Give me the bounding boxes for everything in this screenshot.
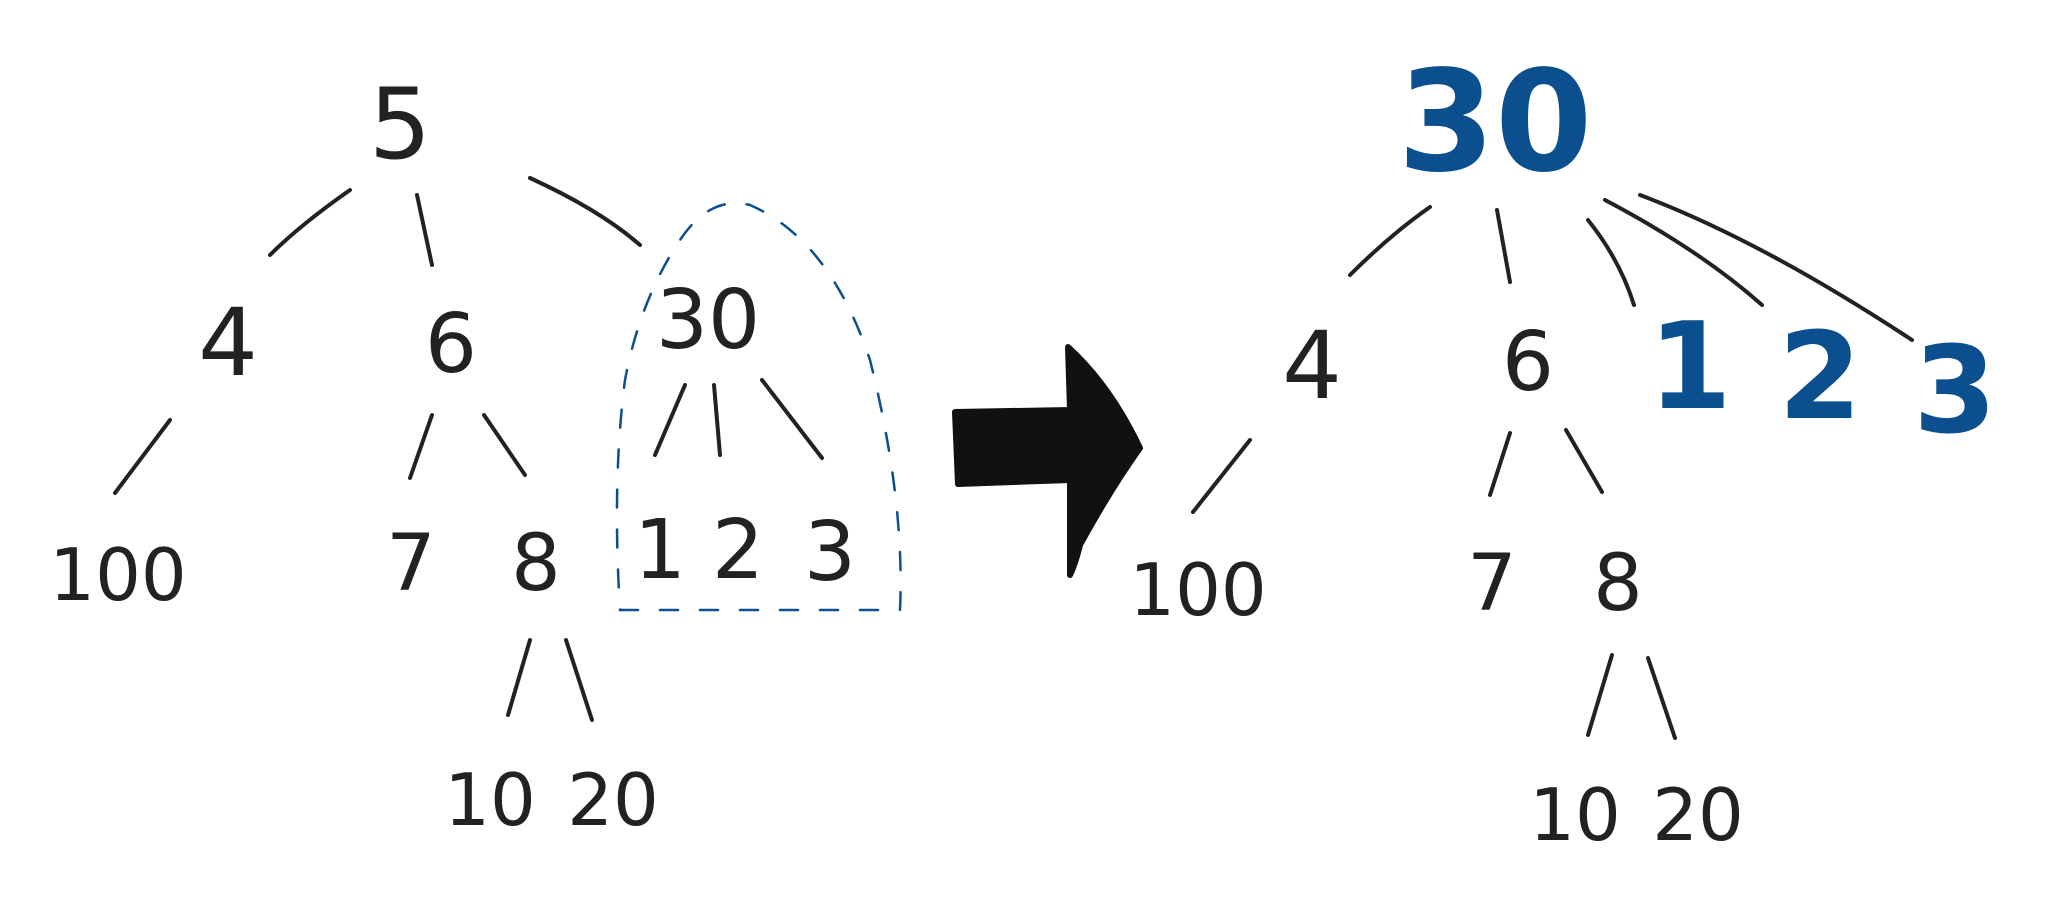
after-node-1: 1 [1648, 298, 1732, 437]
edge-8-20 [564, 638, 594, 722]
edge-6-7 [408, 413, 434, 480]
after-node-20: 20 [1652, 773, 1744, 857]
after-root-node: 30 [1398, 41, 1593, 204]
before-node-6: 6 [425, 297, 477, 392]
edge-6-8 [482, 413, 527, 477]
edge-30-2-after [1603, 198, 1764, 307]
edge-30-1 [653, 383, 687, 457]
edge-4-100-after [1191, 438, 1252, 514]
edge-30-1-after [1586, 218, 1636, 307]
edge-4-100 [113, 418, 172, 495]
edge-30-4 [1348, 205, 1432, 277]
after-node-100: 100 [1129, 548, 1266, 632]
before-node-4: 4 [198, 289, 258, 398]
edge-6-8-after [1564, 428, 1604, 494]
edge-5-6 [415, 193, 434, 267]
before-node-7: 7 [386, 519, 436, 609]
right-arrow-icon [952, 344, 1143, 578]
edge-30-2 [712, 383, 722, 457]
after-node-3: 3 [1913, 322, 1997, 461]
before-node-2: 2 [712, 503, 764, 598]
edge-8-10 [506, 638, 532, 717]
after-node-8: 8 [1593, 539, 1643, 629]
subtree-highlight-outline [615, 201, 902, 612]
edge-8-20-after [1646, 656, 1677, 740]
before-root-node: 5 [369, 68, 431, 182]
edge-6-7-after [1488, 431, 1512, 497]
after-node-2: 2 [1778, 308, 1862, 447]
edge-30-6 [1495, 208, 1512, 284]
after-node-4: 4 [1282, 312, 1342, 421]
before-node-8: 8 [511, 519, 561, 609]
edge-5-30 [528, 176, 642, 247]
after-node-6: 6 [1502, 315, 1554, 410]
after-node-10: 10 [1529, 773, 1621, 857]
before-tree: 5 4 6 30 100 7 8 1 2 3 10 20 [49, 68, 902, 842]
before-node-10: 10 [444, 758, 536, 842]
before-node-1: 1 [634, 503, 686, 598]
before-node-3: 3 [804, 505, 856, 600]
before-node-30: 30 [656, 273, 760, 368]
edge-30-3 [760, 378, 824, 460]
after-tree: 30 4 6 1 2 3 100 7 8 10 20 [1129, 41, 1996, 857]
edge-8-10-after [1586, 653, 1614, 737]
edge-30-3-after [1638, 193, 1914, 342]
before-node-100: 100 [49, 533, 186, 617]
edge-5-4 [268, 188, 352, 257]
before-node-20: 20 [567, 758, 659, 842]
after-node-7: 7 [1467, 539, 1517, 629]
